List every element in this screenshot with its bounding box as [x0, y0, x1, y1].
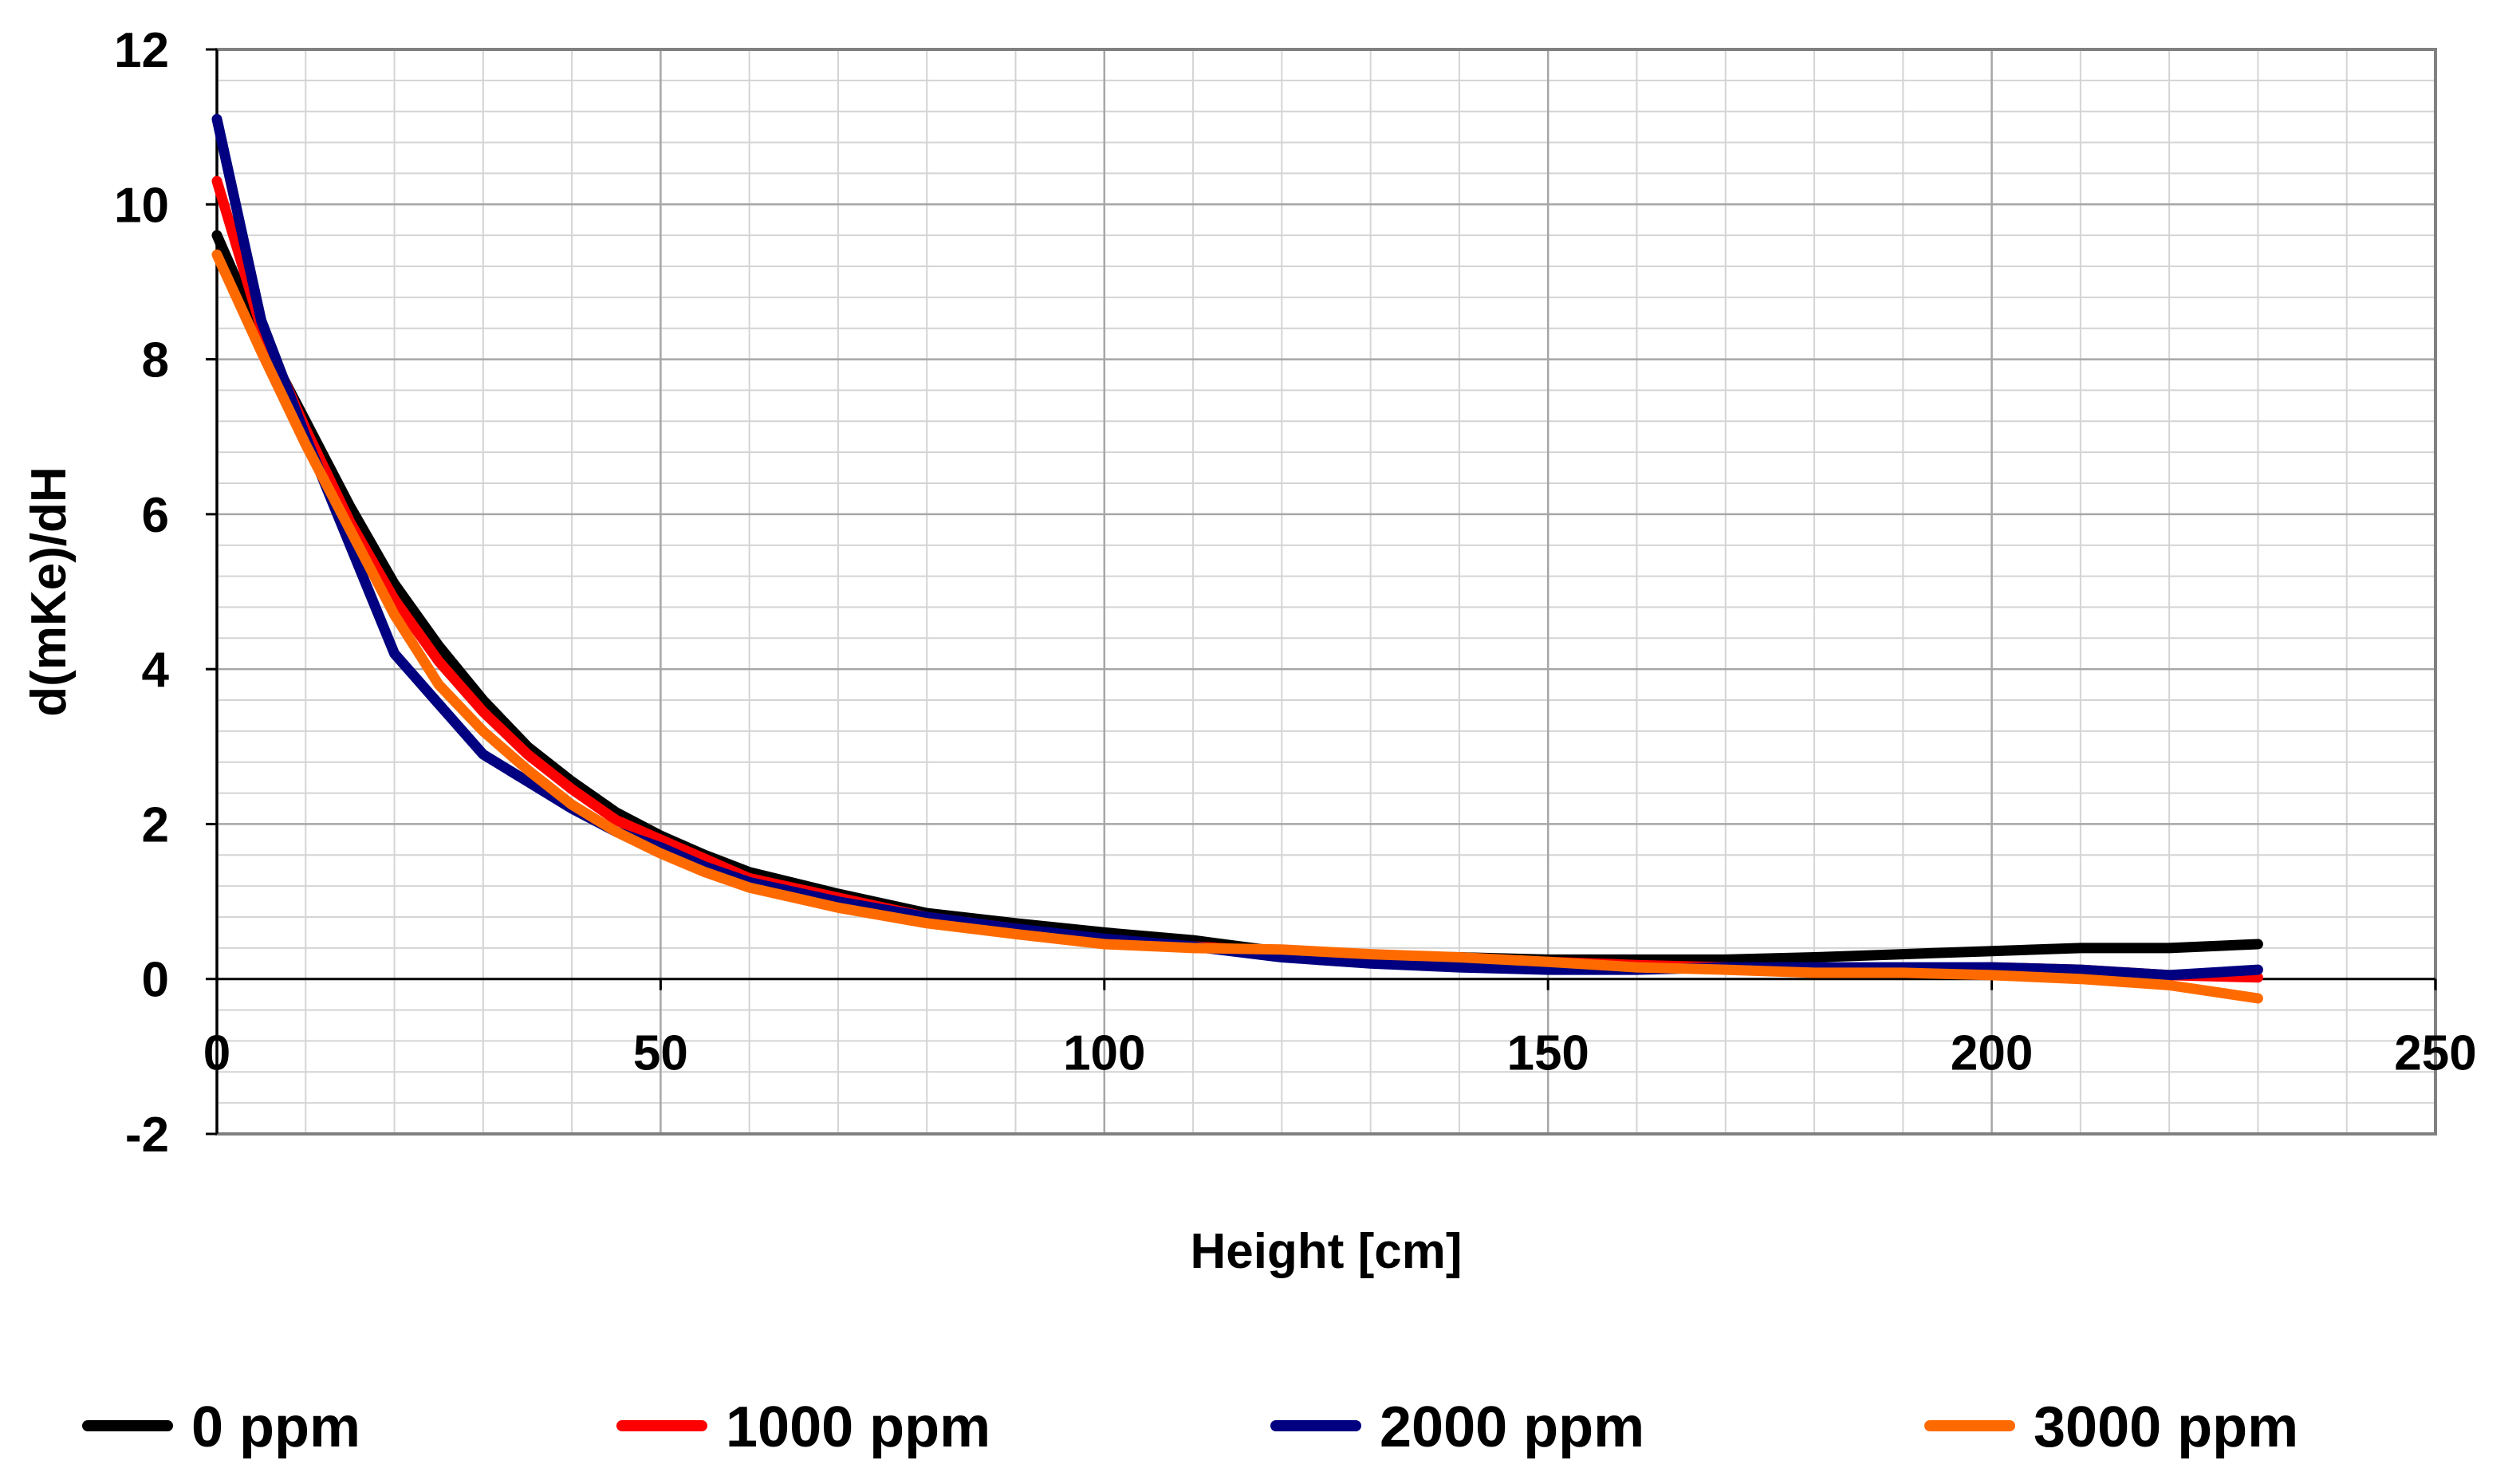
- y-axis-title: d(mKe)/dH: [22, 466, 77, 716]
- x-tick-label: 200: [1951, 1026, 2033, 1081]
- y-tick-label: 0: [142, 953, 169, 1008]
- series-lines: [211, 113, 2263, 1004]
- legend-item: 0 ppm: [82, 1395, 360, 1459]
- legend-label: 2000 ppm: [1380, 1395, 1644, 1459]
- y-tick-label: 8: [142, 333, 169, 388]
- series-line-4: [211, 249, 2263, 1004]
- x-axis-title: Height [cm]: [1191, 1224, 1463, 1279]
- series-line-3: [211, 113, 2263, 981]
- y-tick-label: -2: [125, 1108, 169, 1163]
- y-tick-label: 2: [142, 797, 169, 852]
- y-tick-label: 6: [142, 488, 169, 543]
- x-axis-ticks: 0 50 100 150 200 250: [203, 978, 2477, 1081]
- x-tick-label: 50: [633, 1026, 688, 1081]
- minor-gridlines: [217, 49, 2435, 1134]
- y-tick-label: 4: [142, 643, 170, 698]
- legend-label: 0 ppm: [191, 1395, 360, 1459]
- x-tick-label: 0: [203, 1026, 230, 1081]
- x-tick-label: 100: [1063, 1026, 1145, 1081]
- legend-item: 2000 ppm: [1270, 1395, 1644, 1459]
- legend-label: 1000 ppm: [726, 1395, 990, 1459]
- x-tick-label: 250: [2394, 1026, 2476, 1081]
- y-tick-label: 10: [114, 178, 169, 233]
- legend-label: 3000 ppm: [2034, 1395, 2298, 1459]
- legend-item: 1000 ppm: [616, 1395, 990, 1459]
- y-axis-ticks: -2 0 2 4 6 8 10 12: [114, 23, 217, 1163]
- legend-item: 3000 ppm: [1924, 1395, 2298, 1459]
- x-tick-label: 150: [1506, 1026, 1589, 1081]
- legend: 0 ppm 1000 ppm 2000 ppm 3000 ppm: [82, 1395, 2298, 1459]
- y-tick-label: 12: [114, 23, 169, 78]
